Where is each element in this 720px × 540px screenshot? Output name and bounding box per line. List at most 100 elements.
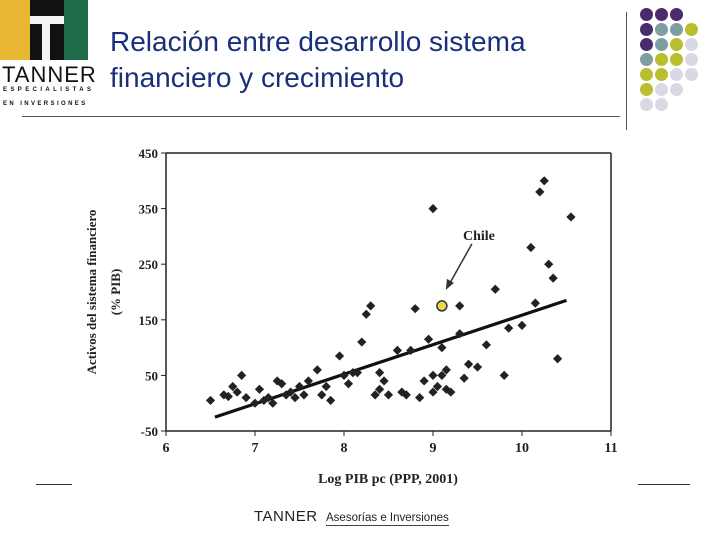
- y-tick-label: 450: [139, 146, 159, 161]
- data-point: [406, 345, 416, 355]
- data-point: [410, 304, 420, 314]
- data-point: [361, 309, 371, 319]
- logo-name: TANNER: [2, 62, 97, 87]
- data-point: [423, 334, 434, 344]
- data-point: [370, 390, 380, 400]
- data-point: [472, 362, 483, 372]
- data-point: [441, 384, 451, 394]
- decor-dot: [670, 23, 683, 36]
- data-point: [268, 398, 278, 408]
- data-point: [237, 370, 247, 380]
- data-point: [250, 398, 260, 408]
- y-tick-label: 50: [145, 368, 158, 383]
- x-tick-label: 6: [163, 441, 170, 456]
- data-point: [428, 204, 438, 214]
- data-point: [455, 329, 465, 339]
- data-point: [428, 370, 438, 380]
- decor-dot: [655, 23, 668, 36]
- y-tick-label: 250: [139, 257, 159, 272]
- data-point: [375, 384, 385, 394]
- data-point: [312, 365, 322, 375]
- data-point: [544, 259, 554, 269]
- data-point: [375, 368, 385, 378]
- data-point: [535, 187, 545, 197]
- data-point: [317, 390, 327, 400]
- data-point: [553, 354, 563, 364]
- decorative-dot-grid: [640, 8, 720, 118]
- data-point: [281, 390, 291, 400]
- highlight-arrow-line: [448, 243, 473, 286]
- decor-dot: [670, 38, 683, 51]
- x-tick-label: 9: [430, 441, 437, 456]
- data-point: [326, 395, 336, 406]
- slide-title: Relación entre desarrollo sistema financ…: [110, 24, 526, 96]
- data-point: [455, 301, 465, 311]
- data-point: [232, 387, 242, 397]
- data-point: [548, 273, 558, 283]
- highlight-arrowhead: [445, 278, 454, 290]
- data-point: [419, 376, 429, 386]
- decor-dot: [640, 83, 653, 96]
- data-point: [437, 370, 447, 380]
- header-divider: [22, 116, 620, 117]
- decor-dot: [670, 68, 683, 81]
- data-point: [432, 381, 443, 392]
- y-axis-label-line-2: (% PIB): [108, 269, 123, 316]
- decor-dot: [640, 98, 653, 111]
- y-tick-label: 350: [139, 202, 159, 217]
- data-point: [504, 323, 514, 333]
- data-point: [437, 343, 447, 353]
- data-point: [401, 390, 411, 400]
- header-vertical-divider: [626, 12, 627, 130]
- data-point: [321, 381, 331, 392]
- footer-line-right: [638, 484, 690, 485]
- data-point: [352, 368, 362, 378]
- data-point: [219, 390, 229, 400]
- data-point: [357, 337, 367, 347]
- decor-dot: [670, 53, 683, 66]
- decor-dot: [670, 83, 683, 96]
- data-point: [343, 379, 354, 389]
- data-point: [481, 340, 491, 350]
- highlight-point: [436, 300, 448, 312]
- logo-subtitle-1: ESPECIALISTAS: [3, 87, 95, 93]
- data-point: [446, 387, 456, 397]
- data-point: [499, 370, 509, 380]
- data-point: [464, 359, 474, 369]
- data-point: [530, 298, 540, 308]
- decor-dot: [685, 23, 698, 36]
- data-point: [526, 242, 536, 253]
- decor-dot: [655, 83, 668, 96]
- data-point: [303, 376, 313, 386]
- decor-dot: [640, 8, 653, 21]
- data-point: [441, 365, 451, 375]
- data-point: [517, 320, 527, 330]
- data-point: [294, 381, 305, 392]
- data-point: [334, 351, 345, 361]
- data-point: [415, 393, 425, 403]
- data-point: [566, 212, 576, 222]
- logo-yellow-block: [0, 0, 30, 60]
- decor-dot: [685, 38, 698, 51]
- x-tick-label: 11: [604, 441, 617, 456]
- decor-dot: [640, 68, 653, 81]
- data-point: [223, 391, 233, 402]
- y-tick-label: -50: [141, 424, 158, 439]
- data-point: [366, 301, 376, 311]
- y-axis-label-line-1: Activos del sistema financiero: [84, 210, 99, 375]
- data-point: [277, 379, 287, 389]
- logo-green-block: [64, 0, 88, 60]
- decor-dot: [655, 68, 668, 81]
- data-point: [490, 284, 500, 294]
- data-point: [254, 384, 265, 394]
- slide-title-line-1: Relación entre desarrollo sistema: [110, 26, 526, 57]
- slide-title-line-2: financiero y crecimiento: [110, 62, 405, 93]
- y-tick-label: 150: [139, 313, 159, 328]
- data-point: [241, 393, 251, 403]
- decor-dot: [640, 53, 653, 66]
- logo-subtitle-2: EN INVERSIONES: [3, 101, 88, 107]
- data-point: [290, 393, 300, 403]
- x-axis-label: Log PIB pc (PPP, 2001): [318, 472, 458, 487]
- decor-dot: [655, 53, 668, 66]
- data-point: [383, 390, 394, 400]
